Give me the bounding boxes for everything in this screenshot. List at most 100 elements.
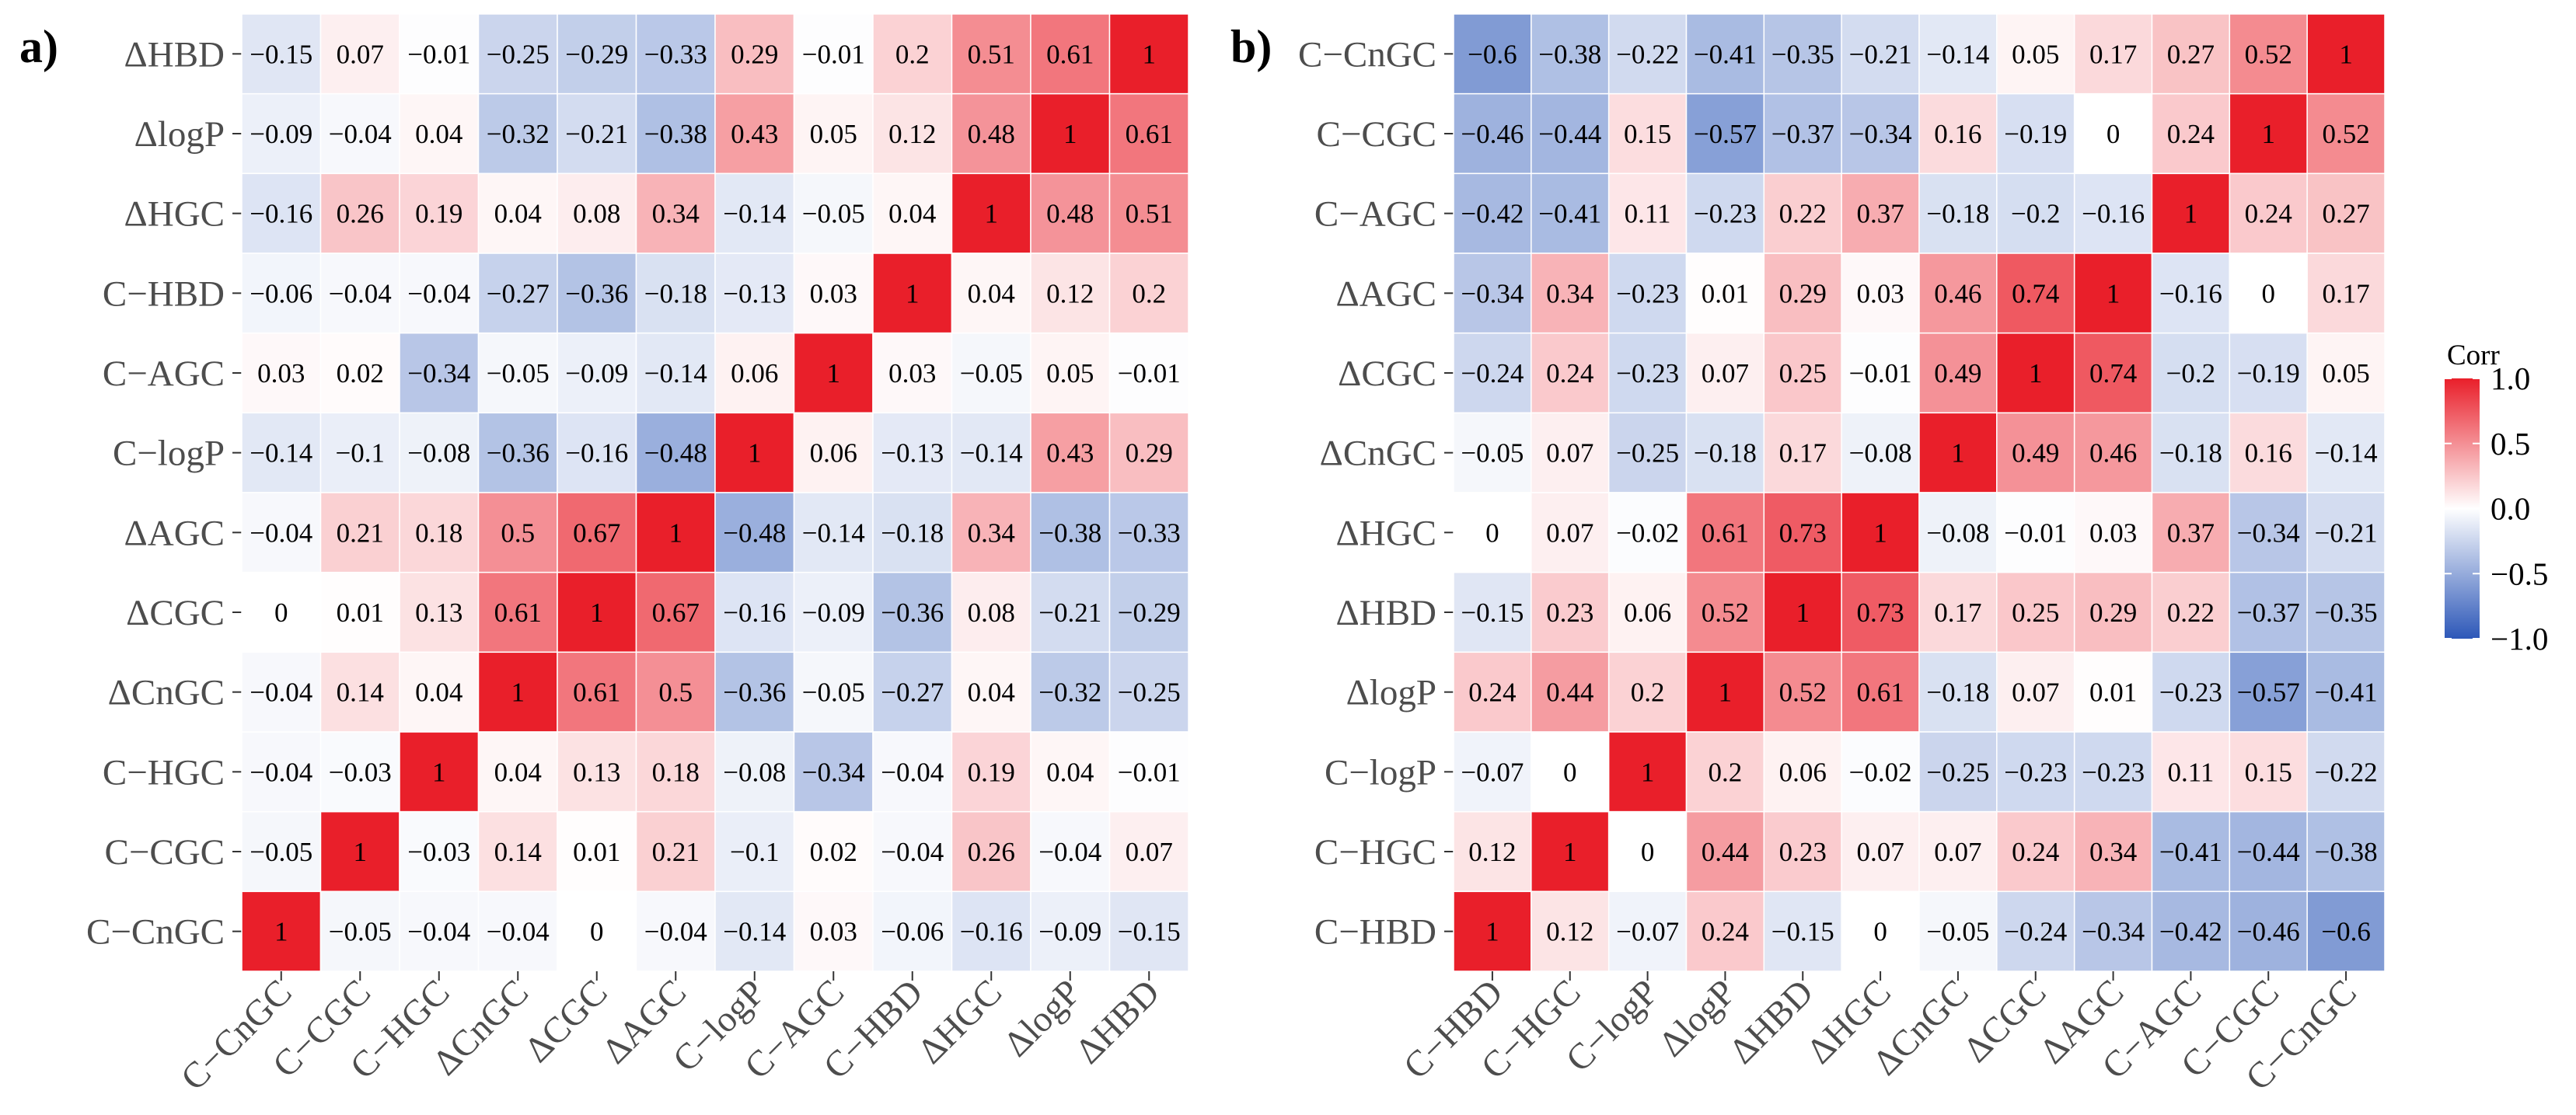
heatmap-cell-b [1685,810,1765,893]
heatmap-cell-a [714,890,795,972]
heatmap-cell-a [951,651,1031,733]
cell-value-label-a: −0.33 [1118,517,1181,548]
cell-value-label-b: 0.22 [1779,199,1827,229]
cell-value-label-a: 0.67 [652,598,700,628]
cell-value-label-a: 1 [827,358,841,389]
cell-value-label-b: −0.25 [1616,438,1679,469]
cell-value-label-b: 0 [2262,278,2276,308]
heatmap-cell-b [1763,571,1842,653]
cell-value-label-b: −0.19 [2004,119,2067,149]
cell-value-label-b: 0.61 [1702,517,1749,548]
cell-value-label-a: −0.04 [1038,837,1101,867]
heatmap-cell-b [1841,651,1920,733]
cell-value-label-a: −0.15 [1118,917,1181,947]
cell-value-label-b: −0.37 [1771,119,1834,149]
cell-value-label-b: 0.29 [1779,278,1827,308]
heatmap-cell-b [1841,492,1920,573]
cell-value-label-a: 0.34 [652,199,700,229]
cell-value-label-b: 1 [2184,199,2198,229]
heatmap-cell-b [1763,731,1842,813]
cell-value-label-b: −0.2 [2166,358,2216,389]
y-tick-label-a: ΔHGC [124,194,225,235]
heatmap-cell-a [557,810,637,893]
cell-value-label-a: −0.01 [1118,757,1181,787]
cell-value-label-a: 0.26 [968,837,1015,867]
cell-value-label-b: 0.22 [2167,598,2215,628]
cell-value-label-a: −0.38 [1038,517,1101,548]
heatmap-cell-a [557,172,637,254]
cell-value-label-a: −0.32 [1038,678,1101,708]
heatmap-cell-b [1763,253,1842,334]
heatmap-cell-b [1841,253,1920,334]
heatmap-cell-b [1685,571,1765,653]
cell-value-label-b: −0.46 [2237,917,2300,947]
y-tick-group-b: C−CnGC C−CGC C−AGC ΔAGC ΔCGC ΔCnGC ΔHGC ΔHBD Δlo… [1298,34,1454,953]
heatmap-cell-b [2151,651,2231,733]
cell-value-label-a: −0.13 [881,438,944,469]
cell-value-label-a: −0.18 [644,278,707,308]
heatmap-cell-a [557,332,637,414]
cell-value-label-b: 0.05 [2322,358,2369,389]
cell-value-label-b: 0.01 [2089,678,2137,708]
heatmap-cell-b [1685,492,1765,573]
heatmap-cell-a [951,890,1031,972]
cell-value-label-a: −0.29 [565,39,628,69]
cell-value-label-b: 0.73 [1779,517,1827,548]
heatmap-cell-b [2306,810,2386,893]
heatmap-cell-b [1763,412,1842,493]
heatmap-cell-b [2306,890,2386,972]
heatmap-cell-b [2229,332,2308,414]
y-tick-label-a: ΔCGC [126,593,225,633]
cell-value-label-b: 0 [1563,757,1577,787]
heatmap-cell-a [399,412,480,493]
cell-value-label-a: 0.01 [573,837,620,867]
y-tick-label-b: C−HBD [1314,912,1436,953]
cell-value-label-b: −0.02 [1616,517,1679,548]
cell-value-label-a: −0.08 [407,438,470,469]
cell-value-label-a: 1 [274,917,288,947]
heatmap-cell-b [2073,731,2153,813]
cell-value-label-a: −0.27 [487,278,550,308]
heatmap-cell-b [1996,172,2075,254]
cell-value-label-b: 0.07 [1546,517,1593,548]
cell-value-label-a: −0.14 [802,517,865,548]
cell-value-label-b: 0.12 [1546,917,1593,947]
cell-value-label-a: −0.25 [487,39,550,69]
cell-value-label-b: 1 [1951,438,1965,469]
cell-value-label-b: 0.49 [2012,438,2059,469]
heatmap-cell-a [477,13,558,95]
cell-value-label-a: −0.21 [565,119,628,149]
heatmap-cell-b [2151,731,2231,813]
heatmap-cell-a [872,253,953,334]
heatmap-cell-a [477,332,558,414]
heatmap-cell-a [477,412,558,493]
cell-value-label-b: 1 [1485,917,1499,947]
heatmap-cell-a [872,651,953,733]
cell-value-label-a: 0.03 [888,358,936,389]
cell-value-label-b: 0.49 [1934,358,1981,389]
cell-value-label-a: −0.14 [723,917,786,947]
heatmap-cell-b [1841,92,1920,175]
heatmap-cell-a [872,412,953,493]
y-tick-label-a: C−CnGC [86,912,225,953]
cell-value-label-b: −0.34 [1849,119,1912,149]
cell-value-label-a: −0.32 [487,119,550,149]
heatmap-panel-a: a) ΔHBD ΔlogP ΔHGC C−HBD C−AGC C−logP ΔAGC ΔCGC… [19,13,1189,1099]
cell-value-label-a: 0.26 [337,199,384,229]
heatmap-cell-a [1108,890,1189,972]
heatmap-cell-a [714,13,795,95]
heatmap-cell-b [1996,571,2075,653]
cell-value-label-a: −0.05 [487,358,550,389]
heatmap-cell-b [1531,412,1610,493]
cell-value-label-b: 1 [2107,278,2120,308]
x-tick-group-b: C−HBDC−HGCC−logPΔlogPΔHBDΔHGCΔCnGCΔCGCΔA… [1396,971,2365,1099]
cell-value-label-b: 1 [2339,39,2353,69]
heatmap-cell-a [793,92,874,175]
x-tick-label-a: ΔCGC [517,972,615,1070]
heatmap-cell-b [2306,253,2386,334]
heatmap-cell-b [1763,13,1842,95]
heatmap-cell-a [477,253,558,334]
cell-value-label-a: 0.03 [257,358,305,389]
cell-value-label-b: 0.16 [2245,438,2292,469]
cell-value-label-a: −0.36 [723,678,786,708]
